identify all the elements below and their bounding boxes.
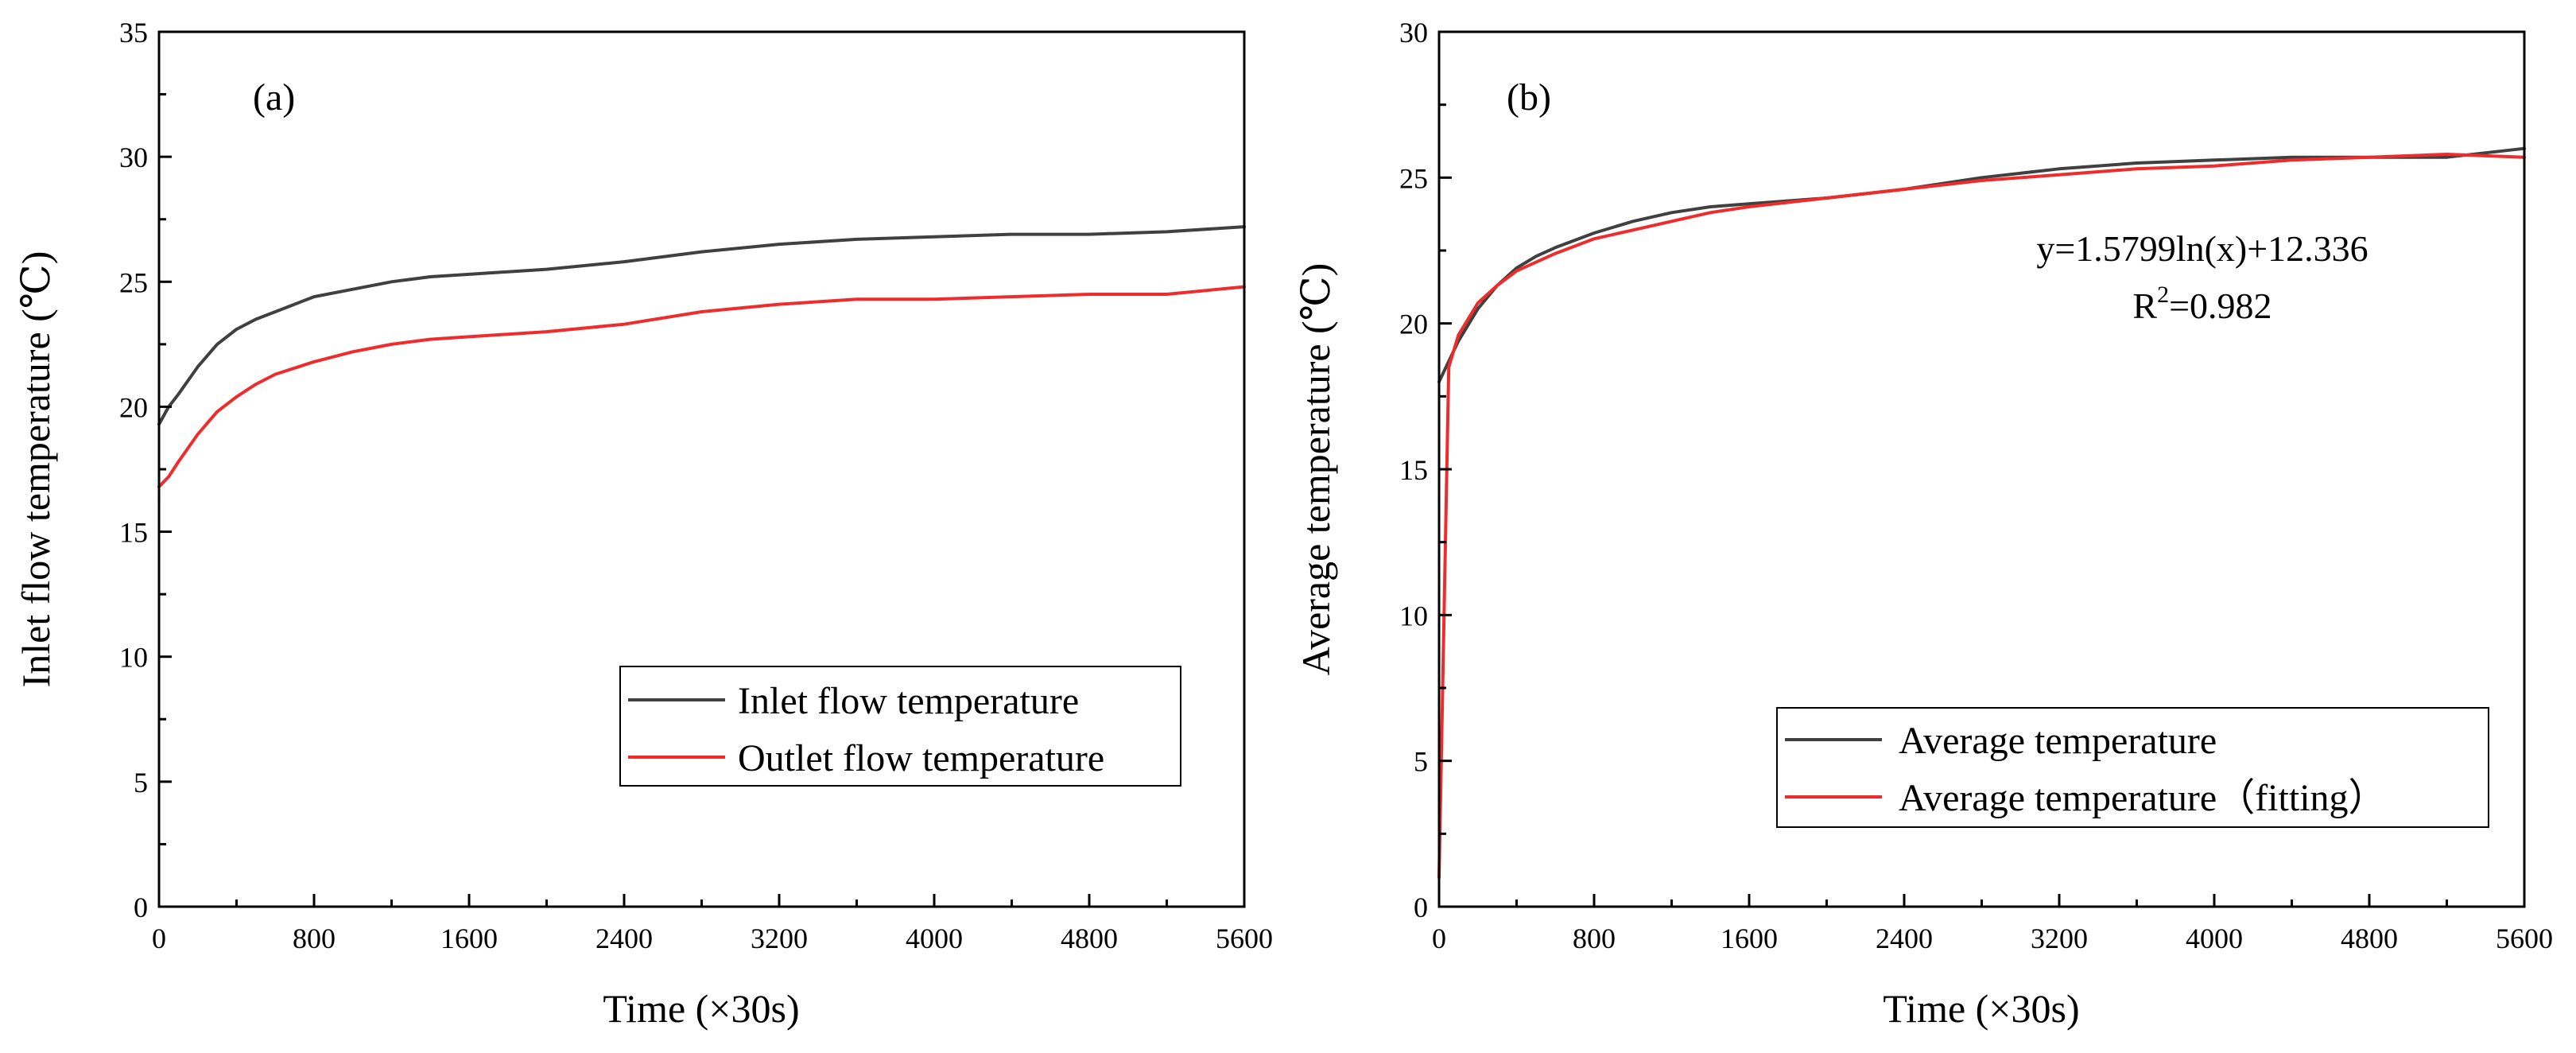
series-lines-a bbox=[157, 225, 1246, 488]
ticks-b: 0 800 1600 2400 3200 4000 4800 5600 0 5 10 15 20 25 30 bbox=[1399, 17, 2553, 954]
fit-equation: y=1.5799ln(x)+12.336 bbox=[2036, 228, 2368, 269]
y-tick-label-b: 5 bbox=[1414, 746, 1428, 778]
x-tick-label-b: 4800 bbox=[2341, 923, 2398, 954]
series-line-a-1 bbox=[157, 225, 1246, 426]
y-tick-label-b: 25 bbox=[1399, 162, 1428, 194]
x-tick-label-b: 5600 bbox=[2496, 923, 2553, 954]
x-tick-label-b: 0 bbox=[1432, 923, 1446, 954]
y-tick-label-a: 0 bbox=[134, 892, 148, 923]
legend-box-a bbox=[619, 666, 1181, 787]
panel-label-a: (a) bbox=[253, 76, 295, 119]
series-line-a-2 bbox=[157, 285, 1246, 488]
x-tick-label-a: 3200 bbox=[751, 923, 808, 954]
r-squared-sup: 2 bbox=[2157, 282, 2169, 308]
legend-label-outlet: Outlet flow temperature bbox=[738, 737, 1104, 779]
x-tick-label-b: 2400 bbox=[1876, 923, 1933, 954]
x-axis-title-b: Time (×30s) bbox=[1883, 986, 2079, 1031]
y-axis-title-b: Average temperature (℃) bbox=[1294, 263, 1338, 676]
x-tick-label-b: 3200 bbox=[2031, 923, 2088, 954]
x-tick-label-a: 4000 bbox=[906, 923, 963, 954]
y-tick-label-a: 15 bbox=[119, 517, 148, 549]
panel-label-b: (b) bbox=[1507, 76, 1551, 119]
legend-label-fitting: Average temperature（fitting） bbox=[1899, 777, 2387, 819]
legend-label-average: Average temperature bbox=[1899, 720, 2217, 762]
legend-box-b bbox=[1776, 707, 2489, 828]
y-tick-label-a: 35 bbox=[119, 17, 148, 49]
x-tick-label-b: 800 bbox=[1573, 923, 1616, 954]
series-line-b-2 bbox=[1437, 153, 2526, 880]
y-axis-title-a: Inlet flow temperature (℃) bbox=[14, 251, 58, 688]
x-axis-title-a: Time (×30s) bbox=[603, 986, 799, 1031]
chart-panel-a: 0 800 1600 2400 3200 4000 4800 5600 0 5 10 15 20 25 30… bbox=[14, 17, 1273, 1031]
x-tick-label-a: 1600 bbox=[440, 923, 498, 954]
y-tick-label-b: 0 bbox=[1414, 892, 1428, 923]
x-tick-label-a: 5600 bbox=[1216, 923, 1273, 954]
series-lines-b bbox=[1437, 146, 2526, 880]
x-tick-label-a: 800 bbox=[293, 923, 336, 954]
x-tick-label-b: 4000 bbox=[2186, 923, 2243, 954]
x-tick-label-a: 4800 bbox=[1061, 923, 1118, 954]
y-tick-label-a: 20 bbox=[119, 391, 148, 423]
y-tick-label-b: 20 bbox=[1399, 309, 1428, 340]
y-tick-label-a: 30 bbox=[119, 142, 148, 173]
chart-panel-b: 0 800 1600 2400 3200 4000 4800 5600 0 5 10 15 20 25 30… bbox=[1294, 17, 2553, 1031]
y-tick-label-b: 15 bbox=[1399, 454, 1428, 486]
r-squared-prefix: R bbox=[2132, 286, 2157, 326]
ticks-a: 0 800 1600 2400 3200 4000 4800 5600 0 5 10 15 20 25 30… bbox=[119, 17, 1273, 954]
x-tick-label-a: 2400 bbox=[596, 923, 653, 954]
y-tick-label-b: 30 bbox=[1399, 17, 1428, 49]
legend-a: Inlet flow temperature Outlet flow tempe… bbox=[619, 666, 1181, 787]
y-tick-label-a: 5 bbox=[134, 767, 148, 798]
r-squared: R2=0.982 bbox=[2132, 282, 2271, 326]
x-tick-label-a: 0 bbox=[152, 923, 166, 954]
x-tick-label-b: 1600 bbox=[1721, 923, 1778, 954]
legend-label-inlet: Inlet flow temperature bbox=[738, 680, 1079, 722]
y-tick-label-a: 25 bbox=[119, 266, 148, 298]
y-tick-label-b: 10 bbox=[1399, 600, 1428, 631]
r-squared-value: =0.982 bbox=[2169, 286, 2271, 326]
legend-b: Average temperature Average temperature（… bbox=[1776, 707, 2489, 828]
y-tick-label-a: 10 bbox=[119, 642, 148, 674]
